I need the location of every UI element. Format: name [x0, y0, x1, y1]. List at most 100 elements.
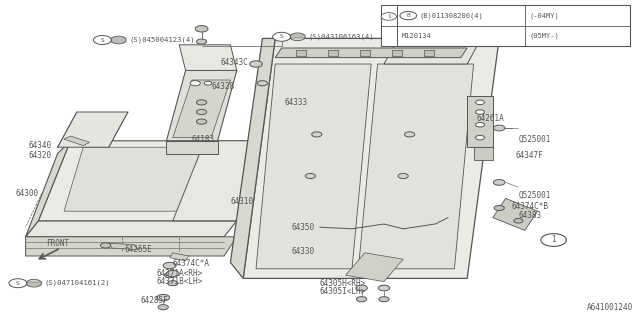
Polygon shape — [493, 198, 538, 230]
Circle shape — [257, 81, 268, 86]
Text: 64300: 64300 — [16, 189, 39, 198]
Polygon shape — [166, 141, 218, 154]
Polygon shape — [179, 45, 237, 70]
Text: 64261A: 64261A — [477, 114, 504, 123]
Circle shape — [356, 285, 367, 291]
Polygon shape — [474, 147, 493, 160]
Circle shape — [514, 219, 523, 223]
Text: 64347F: 64347F — [515, 151, 543, 160]
Text: 64183: 64183 — [192, 135, 215, 144]
Circle shape — [100, 243, 111, 248]
Bar — [381, 5, 630, 46]
Circle shape — [190, 81, 200, 86]
Text: 64320: 64320 — [29, 151, 52, 160]
Polygon shape — [38, 141, 269, 221]
Polygon shape — [166, 70, 237, 141]
Text: (05MY-): (05MY-) — [530, 32, 559, 39]
Circle shape — [493, 180, 505, 185]
Circle shape — [400, 12, 417, 20]
Polygon shape — [26, 141, 70, 237]
Circle shape — [168, 281, 178, 286]
Circle shape — [381, 12, 397, 20]
Text: (-04MY): (-04MY) — [530, 12, 559, 19]
Text: 1: 1 — [551, 236, 556, 244]
Circle shape — [196, 119, 207, 124]
Text: S: S — [280, 34, 284, 39]
Circle shape — [305, 173, 316, 179]
Circle shape — [312, 132, 322, 137]
Circle shape — [493, 125, 505, 131]
Text: 64333: 64333 — [285, 98, 308, 107]
Polygon shape — [26, 237, 237, 256]
Polygon shape — [230, 38, 275, 278]
Bar — [381, 5, 397, 46]
Text: 64343C: 64343C — [221, 58, 248, 67]
Text: 64310: 64310 — [230, 197, 253, 206]
Polygon shape — [256, 64, 371, 269]
Bar — [360, 50, 370, 56]
Polygon shape — [26, 221, 237, 237]
Polygon shape — [243, 38, 499, 278]
Polygon shape — [384, 29, 486, 64]
Polygon shape — [58, 112, 128, 147]
Text: S: S — [100, 37, 104, 43]
Polygon shape — [170, 253, 189, 261]
Circle shape — [195, 26, 208, 32]
Circle shape — [476, 123, 484, 127]
Circle shape — [196, 100, 207, 105]
Text: 64305I<LH>: 64305I<LH> — [320, 287, 366, 296]
Circle shape — [158, 305, 168, 310]
Text: FRONT: FRONT — [46, 239, 69, 248]
Text: 64265E: 64265E — [125, 245, 152, 254]
Text: 64330: 64330 — [291, 247, 314, 256]
Text: (S)047104161(2): (S)047104161(2) — [45, 280, 111, 286]
Circle shape — [196, 39, 207, 44]
Circle shape — [290, 33, 305, 41]
Text: S: S — [16, 281, 20, 286]
Text: 64371A<RH>: 64371A<RH> — [157, 269, 203, 278]
Polygon shape — [467, 96, 493, 147]
Bar — [296, 50, 306, 56]
Circle shape — [273, 32, 291, 41]
Circle shape — [163, 262, 176, 269]
Text: 1: 1 — [387, 14, 390, 19]
Bar — [424, 50, 434, 56]
Text: 64305H<RH>: 64305H<RH> — [320, 279, 366, 288]
Polygon shape — [173, 80, 230, 138]
Circle shape — [157, 294, 170, 301]
Text: Q525001: Q525001 — [518, 135, 551, 144]
Circle shape — [379, 297, 389, 302]
Circle shape — [9, 279, 27, 288]
Circle shape — [494, 205, 504, 211]
Circle shape — [26, 279, 42, 287]
Polygon shape — [346, 253, 403, 282]
Circle shape — [476, 100, 484, 105]
Polygon shape — [275, 48, 467, 58]
Polygon shape — [64, 147, 256, 211]
Text: 64374C*A: 64374C*A — [173, 260, 210, 268]
Polygon shape — [64, 136, 90, 146]
Text: 64383: 64383 — [518, 212, 541, 220]
Circle shape — [196, 109, 207, 115]
Bar — [328, 50, 338, 56]
Polygon shape — [109, 243, 138, 250]
Text: (S)045004123(4): (S)045004123(4) — [129, 37, 195, 43]
Circle shape — [250, 61, 262, 67]
Polygon shape — [358, 64, 474, 269]
Circle shape — [398, 173, 408, 179]
Circle shape — [404, 132, 415, 137]
Text: (B)011308200(4): (B)011308200(4) — [419, 12, 483, 19]
Text: 64340: 64340 — [29, 141, 52, 150]
Circle shape — [378, 285, 390, 291]
Text: 64374C*B: 64374C*B — [512, 202, 549, 211]
Circle shape — [541, 234, 566, 246]
Bar — [392, 50, 402, 56]
Text: 64371B<LH>: 64371B<LH> — [157, 277, 203, 286]
Text: Q525001: Q525001 — [518, 191, 551, 200]
Text: A641001240: A641001240 — [588, 303, 634, 312]
Text: B: B — [406, 13, 410, 18]
Text: M120134: M120134 — [402, 33, 431, 39]
Text: 64285F: 64285F — [141, 296, 168, 305]
Circle shape — [164, 273, 175, 278]
Circle shape — [204, 81, 212, 85]
